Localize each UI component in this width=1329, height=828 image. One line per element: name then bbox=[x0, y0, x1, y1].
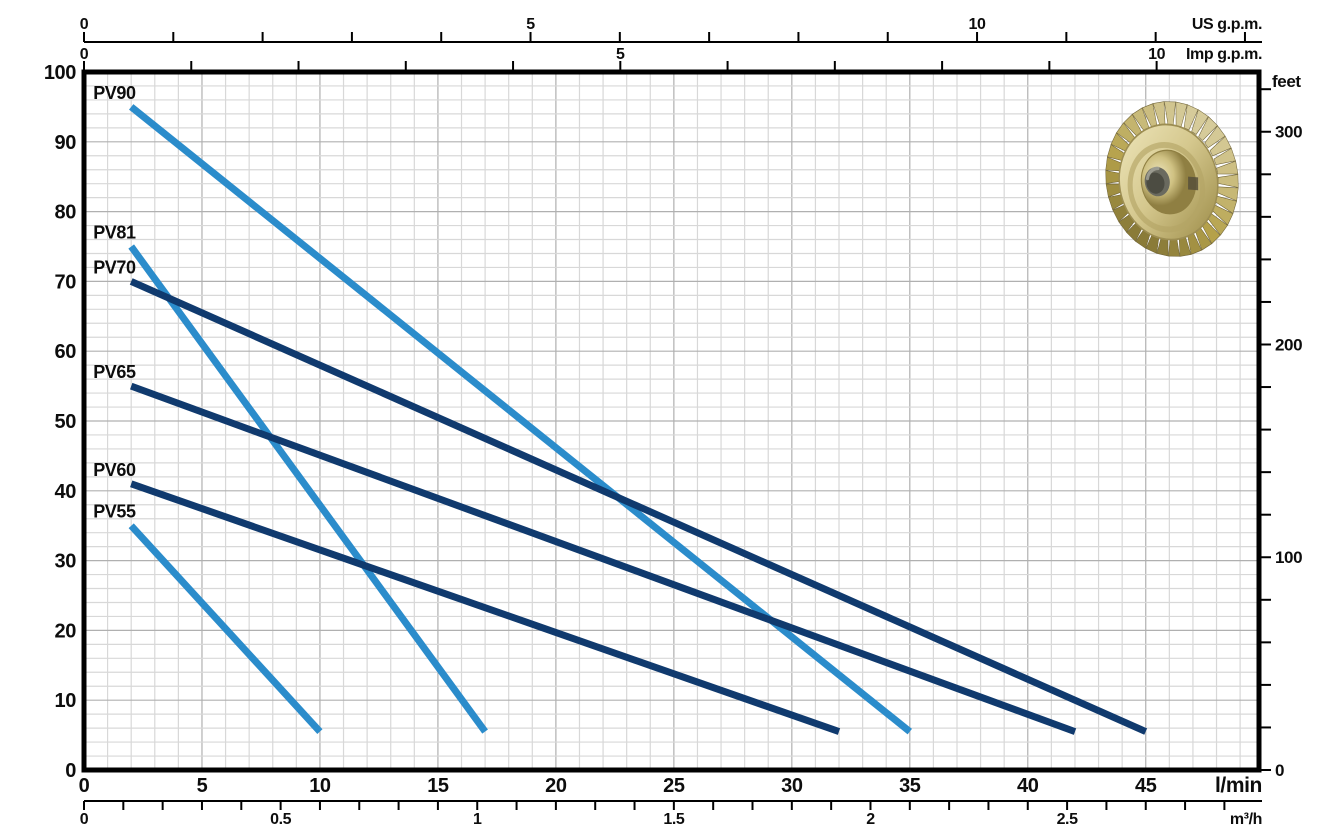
tick-label-m3h: 1 bbox=[473, 811, 482, 828]
axis-lmin: 0 5 10 15 20 25 30 35 40 45 l/min bbox=[79, 774, 1263, 797]
tick-label-lmin: 15 bbox=[427, 775, 449, 797]
tick-label-lmin: 35 bbox=[899, 775, 921, 797]
impeller-vane bbox=[1216, 160, 1239, 175]
tick-label-imp-gpm: 5 bbox=[616, 46, 625, 63]
curves bbox=[128, 104, 1148, 735]
tick-label-feet: 100 bbox=[1275, 548, 1302, 567]
tick-label-head-m: 10 bbox=[55, 690, 77, 712]
tick-label-lmin: 0 bbox=[79, 775, 90, 797]
impeller-bore-highlight bbox=[1146, 166, 1160, 181]
curve-label-pv60: PV60 bbox=[93, 460, 136, 480]
axis-title-feet: feet bbox=[1272, 72, 1301, 91]
tick-label-head-m: 50 bbox=[55, 411, 77, 433]
impeller-vane bbox=[1209, 135, 1232, 157]
tick-label-m3h: 0.5 bbox=[270, 811, 292, 828]
axis-title-lmin: l/min bbox=[1215, 774, 1262, 797]
impeller-bore-shadow bbox=[1146, 172, 1165, 194]
tick-label-m3h: 2.5 bbox=[1057, 811, 1079, 828]
impeller-keyway bbox=[1188, 176, 1199, 191]
axis-title-us-gpm: US g.p.m. bbox=[1192, 16, 1262, 33]
tick-label-m3h: 1.5 bbox=[663, 811, 685, 828]
tick-label-feet: 200 bbox=[1275, 335, 1302, 354]
tick-label-imp-gpm: 0 bbox=[80, 46, 89, 63]
curve-pv81 bbox=[128, 244, 488, 734]
tick-label-head-m: 20 bbox=[55, 620, 77, 642]
axis-title-imp-gpm: Imp g.p.m. bbox=[1186, 46, 1262, 63]
impeller-vane bbox=[1213, 147, 1236, 166]
grid bbox=[83, 71, 1259, 771]
tick-label-lmin: 25 bbox=[663, 775, 685, 797]
tick-label-feet: 0 bbox=[1275, 761, 1284, 780]
tick-label-head-m: 60 bbox=[55, 341, 77, 363]
tick-label-lmin: 20 bbox=[545, 775, 567, 797]
axis-imp-gpm: 0 5 10 Imp g.p.m. bbox=[80, 46, 1262, 71]
tick-label-us-gpm: 5 bbox=[526, 16, 535, 33]
curve-label-pv70: PV70 bbox=[93, 257, 136, 277]
curve-label-pv65: PV65 bbox=[93, 362, 136, 382]
tick-label-head-m: 80 bbox=[55, 202, 77, 224]
curve-label-pv90: PV90 bbox=[93, 83, 136, 103]
tick-label-lmin: 40 bbox=[1017, 775, 1039, 797]
impeller-image bbox=[1105, 101, 1239, 257]
curve-label-pv55: PV55 bbox=[93, 502, 136, 522]
tick-label-head-m: 0 bbox=[65, 760, 76, 782]
tick-label-feet: 300 bbox=[1275, 123, 1302, 142]
curve-pv65 bbox=[129, 382, 1077, 735]
tick-label-head-m: 70 bbox=[55, 271, 77, 293]
tick-label-lmin: 10 bbox=[309, 775, 331, 797]
tick-label-imp-gpm: 10 bbox=[1148, 46, 1165, 63]
tick-label-lmin: 5 bbox=[197, 775, 208, 797]
curve-label-pv81: PV81 bbox=[93, 223, 136, 243]
tick-label-lmin: 30 bbox=[781, 775, 803, 797]
curve-pv55 bbox=[128, 523, 323, 734]
impeller-vane bbox=[1191, 109, 1209, 135]
tick-label-us-gpm: 10 bbox=[969, 16, 986, 33]
tick-label-head-m: 40 bbox=[55, 481, 77, 503]
impeller-swirl bbox=[1127, 141, 1206, 233]
impeller-vane bbox=[1198, 116, 1218, 141]
curve-pv70 bbox=[129, 278, 1148, 735]
curve-pv60 bbox=[130, 480, 841, 735]
impeller-vane bbox=[1183, 104, 1199, 131]
axis-m3h: 0 0.5 1 1.5 2 2.5 m³/h bbox=[80, 800, 1262, 828]
tick-label-head-m: 90 bbox=[55, 132, 77, 154]
curve-pv90 bbox=[129, 104, 912, 735]
tick-label-m3h: 0 bbox=[80, 811, 89, 828]
axis-feet: 300 200 100 0 feet bbox=[1261, 72, 1303, 780]
tick-label-us-gpm: 0 bbox=[80, 16, 89, 33]
axis-us-gpm: 0 5 10 US g.p.m. bbox=[80, 16, 1262, 43]
tick-label-lmin: 45 bbox=[1135, 775, 1157, 797]
curve-labels: PV90 PV81 PV70 PV65 PV60 PV55 bbox=[93, 83, 136, 522]
plot-border bbox=[81, 69, 1262, 773]
tick-label-head-m: 100 bbox=[44, 62, 76, 84]
tick-label-head-m: 30 bbox=[55, 551, 77, 573]
tick-label-m3h: 2 bbox=[866, 811, 875, 828]
axis-title-m3h: m³/h bbox=[1230, 811, 1262, 828]
